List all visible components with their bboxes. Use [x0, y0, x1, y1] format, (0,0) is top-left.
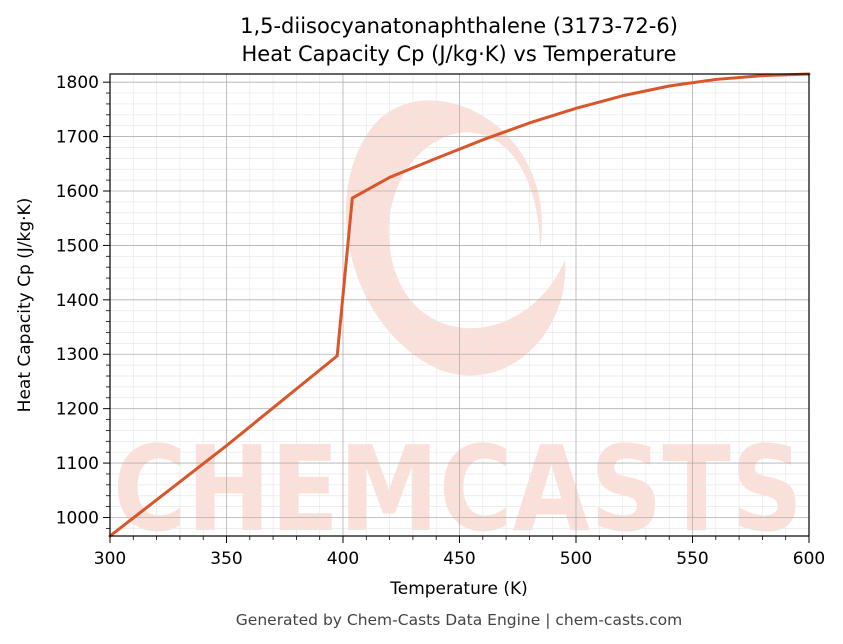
x-tick-label: 500: [560, 549, 592, 569]
chart-title-line2: Heat Capacity Cp (J/kg·K) vs Temperature: [242, 42, 677, 66]
footer-credit: Generated by Chem-Casts Data Engine | ch…: [236, 611, 682, 629]
y-tick-label: 1100: [56, 454, 99, 474]
series-line: [108, 72, 811, 538]
y-axis-label: Heat Capacity Cp (J/kg·K): [15, 198, 35, 413]
x-tick-label: 450: [443, 549, 475, 569]
ticks-layer: 300 350 400 450 500 550 600 1000 1100 1200 1300 140…: [56, 73, 825, 569]
x-tick-label: 400: [327, 549, 359, 569]
y-tick-label: 1800: [56, 73, 99, 93]
series-layer: [108, 72, 811, 538]
y-tick-label: 1200: [56, 400, 99, 420]
y-tick-label: 1600: [56, 182, 99, 202]
y-tick-label: 1000: [56, 508, 99, 528]
watermark-text: CHEMCASTS: [113, 420, 803, 558]
x-tick-label: 550: [676, 549, 708, 569]
watermark-logo: [345, 100, 566, 376]
x-tick-label: 600: [793, 549, 825, 569]
y-tick-label: 1300: [56, 345, 99, 365]
x-axis-label: Temperature (K): [389, 579, 528, 599]
y-tick-label: 1500: [56, 236, 99, 256]
chart-title-line1: 1,5-diisocyanatonaphthalene (3173-72-6): [240, 14, 678, 38]
y-tick-label: 1700: [56, 128, 99, 148]
y-tick-label: 1400: [56, 291, 99, 311]
x-tick-label: 300: [94, 549, 126, 569]
x-tick-label: 350: [210, 549, 242, 569]
